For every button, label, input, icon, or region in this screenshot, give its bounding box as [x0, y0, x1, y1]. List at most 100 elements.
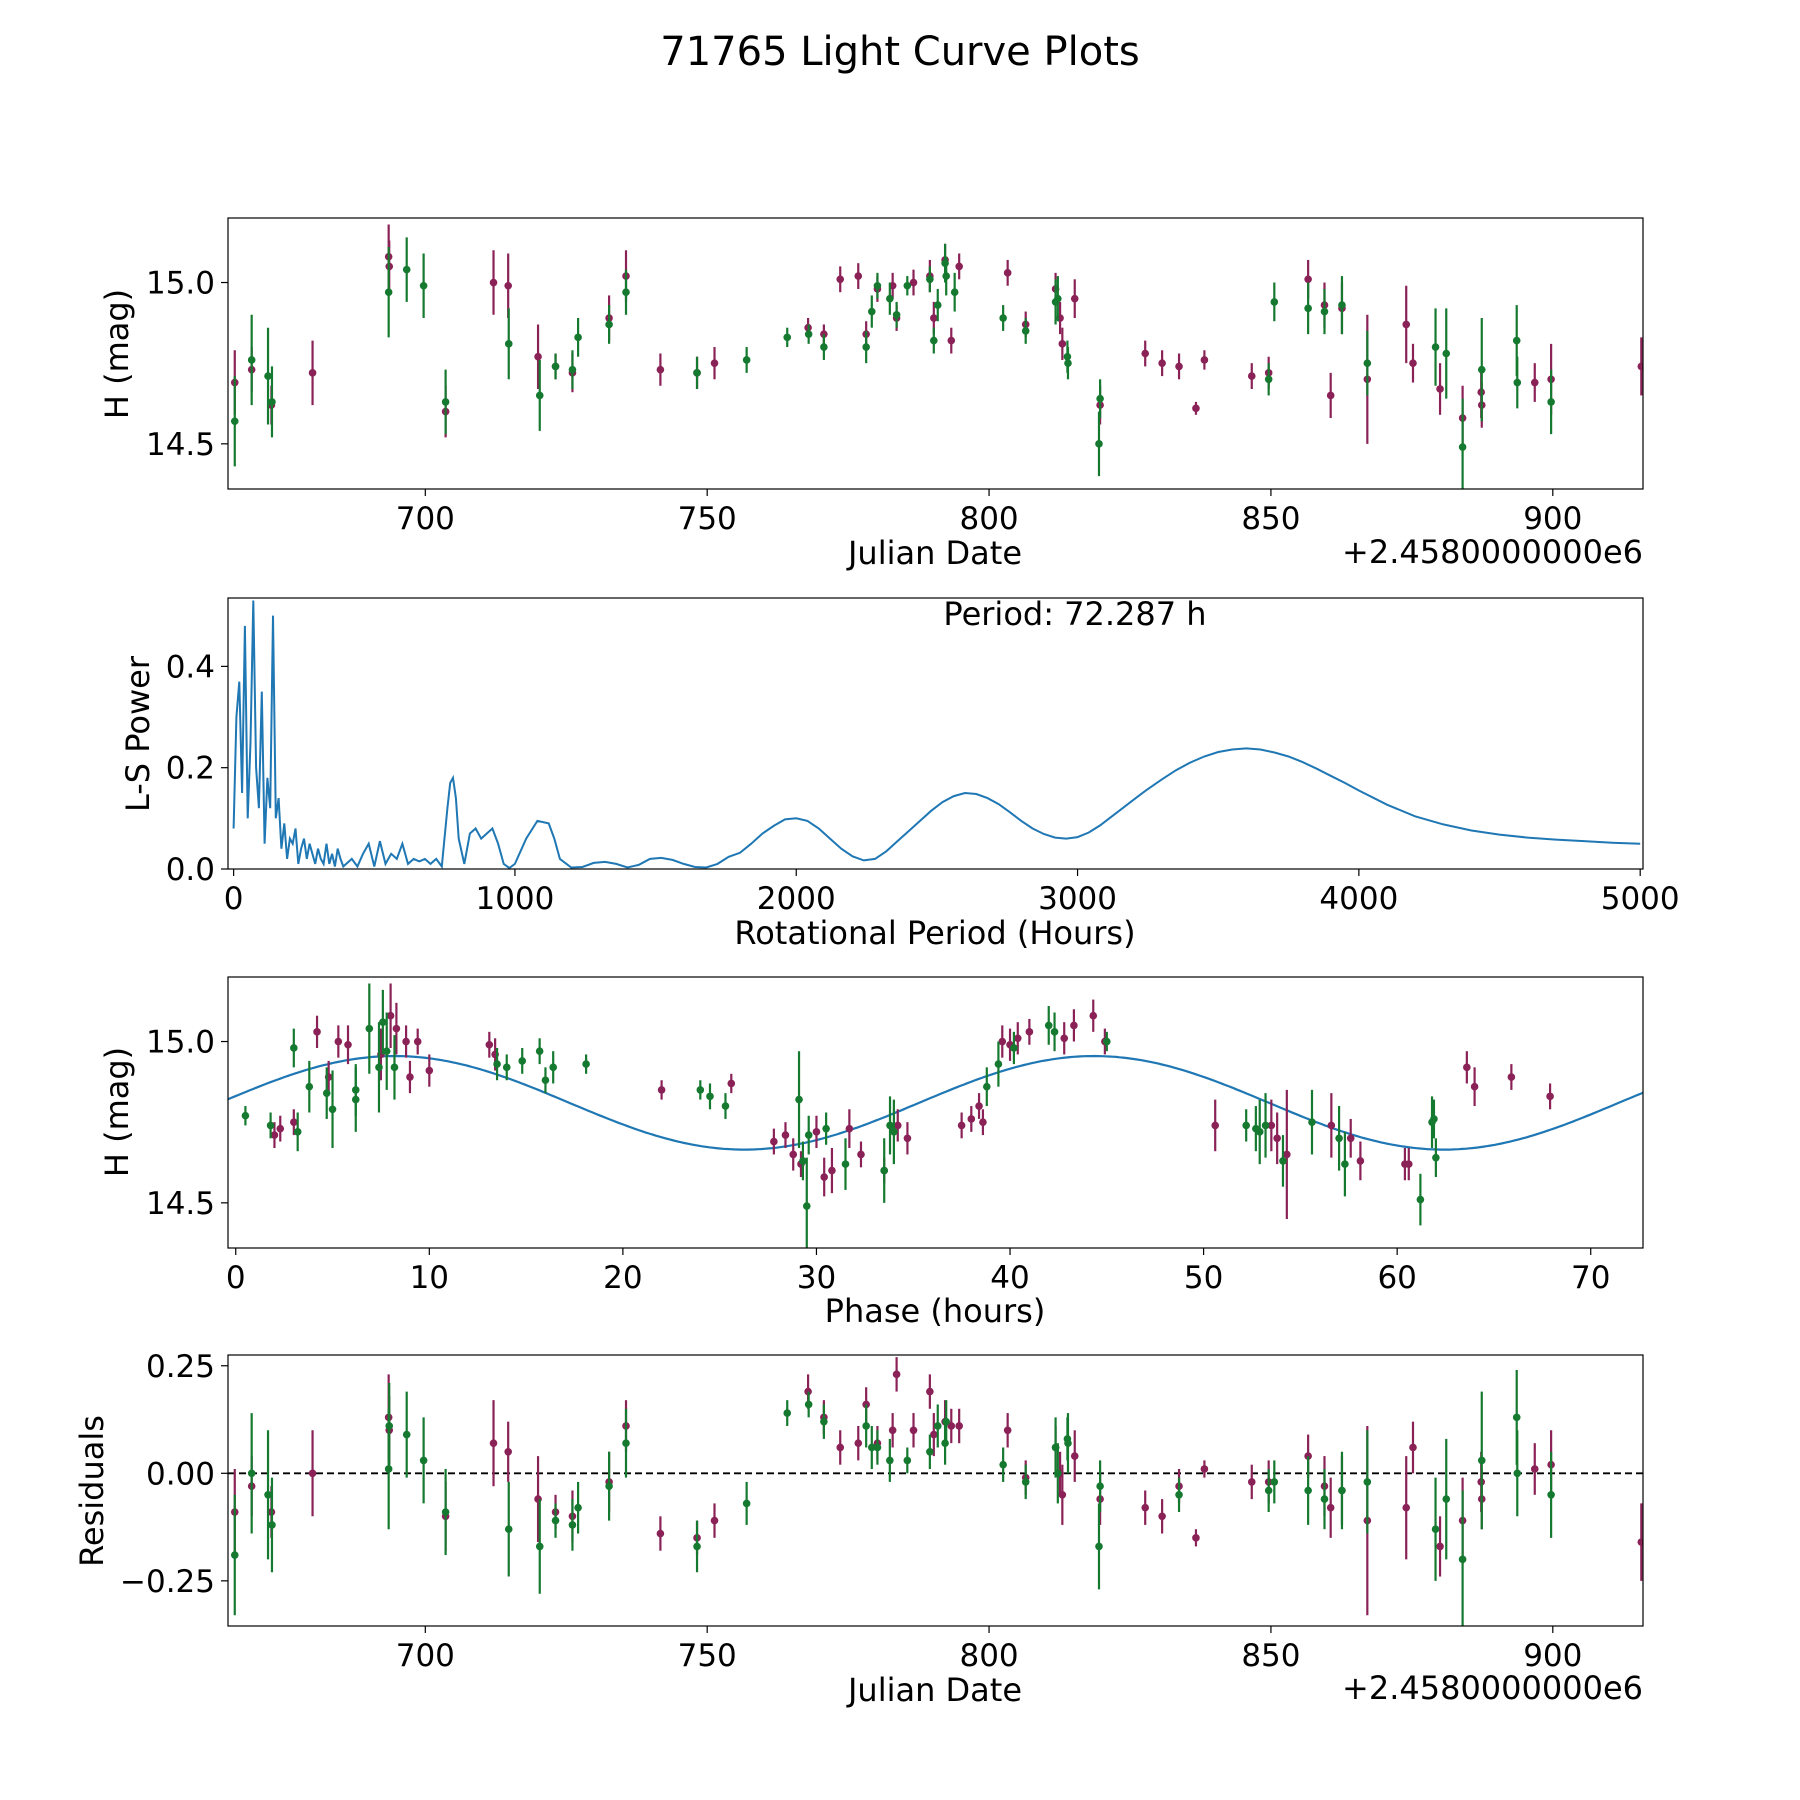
data-point-green — [247, 1413, 256, 1534]
data-marker — [892, 1370, 901, 1379]
data-marker — [1095, 440, 1103, 448]
data-marker — [1070, 1452, 1079, 1460]
data-point-purple — [290, 1109, 298, 1136]
data-marker — [957, 1121, 966, 1130]
data-point-green — [942, 1400, 951, 1444]
data-point-purple — [845, 1109, 854, 1148]
data-marker — [1200, 1465, 1209, 1473]
data-point-purple — [657, 1080, 666, 1100]
data-marker — [402, 1037, 410, 1046]
data-point-green — [1338, 276, 1346, 335]
data-point-green — [696, 1080, 705, 1100]
data-point-purple — [1326, 1477, 1335, 1538]
data-marker — [1021, 1478, 1030, 1486]
light-curve-ticks: 700 750 800 850 900 14.5 15.0 — [146, 266, 1582, 537]
data-point-green — [1341, 1131, 1349, 1197]
data-point-green — [441, 369, 450, 435]
data-marker — [535, 1542, 544, 1551]
data-marker — [1432, 1153, 1440, 1162]
data-marker — [1096, 1482, 1104, 1490]
data-marker — [1175, 362, 1183, 371]
data-point-green — [1430, 1099, 1438, 1139]
data-marker — [386, 1011, 395, 1020]
data-point-purple — [1089, 999, 1098, 1032]
data-point-green — [574, 1481, 582, 1534]
data-point-green — [568, 350, 577, 389]
data-point-green — [1021, 1464, 1030, 1500]
x-tick-label: 800 — [959, 1638, 1018, 1674]
data-marker — [926, 1387, 934, 1396]
data-point-green — [1431, 1477, 1440, 1581]
data-marker — [392, 1024, 401, 1033]
data-point-green — [1442, 308, 1451, 399]
data-point-green — [264, 1430, 272, 1560]
data-marker — [344, 1040, 352, 1049]
model-fit-curve — [228, 1054, 1643, 1151]
data-point-green — [541, 1067, 550, 1094]
x-tick-label: 0 — [226, 1260, 246, 1296]
data-marker — [406, 1073, 414, 1081]
data-marker — [886, 1121, 894, 1130]
data-marker — [1270, 298, 1279, 306]
data-marker — [1341, 1160, 1349, 1168]
data-point-purple — [1070, 1430, 1079, 1482]
data-point-purple — [1327, 1093, 1336, 1158]
data-point-green — [582, 1054, 590, 1074]
data-marker — [1247, 372, 1256, 380]
data-point-green — [867, 1425, 876, 1469]
data-point-green — [795, 1051, 803, 1148]
data-marker — [799, 1157, 807, 1165]
data-point-purple — [1402, 1456, 1411, 1560]
data-point-purple — [485, 1031, 494, 1058]
data-marker — [979, 1118, 987, 1126]
data-point-purple — [1530, 363, 1539, 402]
data-marker — [1003, 1426, 1012, 1435]
data-marker — [305, 1082, 314, 1091]
data-marker — [1326, 391, 1335, 400]
data-point-purple — [1141, 1490, 1150, 1525]
data-marker — [390, 1063, 399, 1072]
periodogram-annotation: Period: 72.287 h — [943, 595, 1206, 633]
data-point-purple — [1267, 1099, 1276, 1152]
data-point-green — [1095, 1503, 1103, 1590]
data-marker — [783, 1409, 792, 1417]
data-point-green — [1270, 1460, 1279, 1504]
data-marker — [845, 1124, 854, 1133]
panel-periodogram: 0 1000 2000 3000 4000 5000 0.0 0.2 0.4 Period: 7… — [119, 595, 1680, 952]
data-marker — [999, 314, 1007, 322]
data-point-green — [903, 1447, 912, 1474]
data-marker — [947, 336, 956, 345]
data-point-purple — [975, 1093, 983, 1119]
data-marker — [890, 1128, 898, 1136]
data-marker — [975, 1102, 983, 1110]
data-point-green — [1431, 308, 1440, 386]
data-marker — [770, 1137, 778, 1146]
phase-folded-ylabel: H (mag) — [98, 1047, 136, 1177]
data-point-purple — [1247, 1464, 1256, 1500]
data-marker — [582, 1060, 590, 1068]
data-marker — [1320, 1495, 1329, 1503]
data-point-green — [862, 330, 870, 364]
data-point-green — [1050, 1012, 1059, 1052]
data-marker — [1060, 1034, 1069, 1043]
data-point-purple — [1356, 1141, 1365, 1181]
data-marker — [1637, 1538, 1643, 1546]
data-marker — [1513, 1469, 1522, 1478]
data-point-green — [549, 1051, 557, 1084]
data-marker — [930, 336, 938, 345]
data-marker — [1200, 356, 1209, 364]
data-point-green — [382, 1012, 391, 1090]
data-marker — [1050, 1028, 1059, 1036]
data-point-purple — [1637, 1503, 1643, 1581]
data-marker — [266, 1121, 275, 1130]
data-marker — [1242, 1121, 1250, 1130]
data-marker — [857, 1150, 865, 1159]
data-point-purple — [386, 983, 395, 1048]
data-marker — [1356, 1157, 1365, 1165]
data-point-purple — [1247, 363, 1256, 389]
data-point-purple — [504, 1421, 512, 1482]
data-marker — [1402, 320, 1411, 329]
data-point-green — [903, 276, 912, 296]
data-marker — [804, 330, 813, 338]
data-point-green — [886, 1096, 894, 1155]
